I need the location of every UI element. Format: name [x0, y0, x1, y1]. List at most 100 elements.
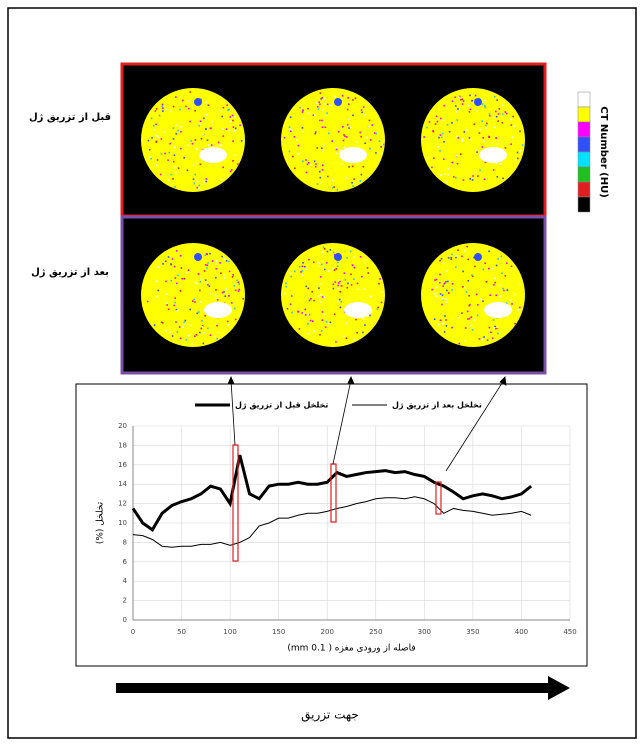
speck	[494, 110, 497, 113]
speck	[318, 295, 321, 298]
speck	[172, 105, 175, 108]
speck	[303, 265, 306, 268]
speck	[220, 179, 223, 181]
speck	[511, 136, 514, 139]
speck	[346, 257, 348, 259]
speck	[323, 296, 326, 298]
speck	[495, 115, 498, 118]
speck	[298, 328, 301, 330]
speck	[451, 326, 453, 329]
speck	[214, 263, 217, 265]
speck	[369, 139, 372, 141]
speck	[174, 277, 177, 279]
speck	[198, 187, 200, 189]
arrows	[227, 375, 507, 472]
speck	[354, 97, 357, 100]
speck	[175, 321, 177, 323]
speck	[198, 124, 201, 127]
speck	[289, 128, 291, 130]
speck	[462, 179, 465, 181]
speck	[350, 284, 353, 286]
speck	[239, 124, 241, 127]
speck	[187, 107, 190, 110]
speck	[232, 160, 234, 162]
speck	[312, 261, 315, 264]
speck	[465, 291, 468, 293]
speck	[199, 147, 227, 163]
speck	[488, 326, 491, 329]
speck	[325, 261, 328, 264]
series-line	[131, 454, 533, 532]
speck	[225, 287, 227, 290]
speck	[186, 169, 189, 172]
speck	[462, 138, 464, 141]
arrow	[332, 379, 352, 465]
speck	[334, 281, 337, 283]
speck	[199, 281, 202, 283]
speck	[335, 148, 338, 151]
speck	[458, 317, 460, 319]
speck	[151, 137, 153, 139]
speck	[166, 293, 168, 295]
speck	[199, 331, 201, 334]
speck	[216, 299, 219, 301]
speck	[229, 120, 232, 123]
speck	[196, 186, 199, 189]
speck	[205, 267, 208, 269]
speck	[345, 322, 347, 325]
speck	[210, 127, 213, 129]
speck	[215, 260, 217, 262]
speck	[150, 117, 153, 120]
speck	[435, 286, 438, 289]
direction-arrow	[116, 676, 570, 700]
speck	[204, 264, 207, 266]
speck	[318, 262, 320, 265]
speck	[313, 160, 316, 163]
speck	[302, 130, 305, 133]
speck	[441, 322, 444, 325]
speck	[327, 175, 329, 178]
x-tick-label: 400	[515, 628, 528, 636]
speck	[434, 279, 436, 281]
speck	[237, 281, 240, 284]
speck	[464, 327, 467, 329]
speck	[455, 266, 457, 268]
speck	[461, 255, 463, 258]
speck	[301, 111, 304, 113]
speck	[373, 132, 376, 134]
speck	[196, 180, 199, 183]
speck	[284, 292, 286, 295]
speck	[205, 178, 208, 180]
speck	[319, 103, 321, 106]
speck	[176, 310, 179, 312]
speck	[320, 181, 323, 184]
speck	[479, 147, 507, 163]
y-tick-label: 0	[123, 616, 127, 624]
speck	[200, 327, 203, 330]
speck	[331, 179, 334, 181]
speck	[375, 152, 377, 154]
y-tick-label: 10	[118, 519, 127, 527]
y-tick-label: 2	[123, 597, 127, 605]
speck	[433, 293, 436, 295]
speck	[219, 262, 221, 264]
highlight	[232, 444, 239, 562]
speck	[491, 337, 494, 340]
speck	[223, 277, 226, 279]
ct-slice	[281, 88, 385, 192]
speck	[483, 336, 485, 338]
ct-slice	[141, 243, 245, 347]
speck	[482, 268, 485, 271]
speck	[318, 101, 320, 104]
speck	[495, 294, 498, 297]
row-label: بعد از تزریق ژل	[31, 267, 109, 278]
speck	[468, 111, 471, 113]
x-tick-label: 200	[321, 628, 334, 636]
speck	[362, 106, 365, 108]
speck	[510, 118, 512, 121]
speck	[433, 318, 436, 320]
speck	[439, 273, 441, 276]
speck	[220, 272, 222, 274]
speck	[162, 107, 164, 109]
speck	[329, 104, 332, 106]
